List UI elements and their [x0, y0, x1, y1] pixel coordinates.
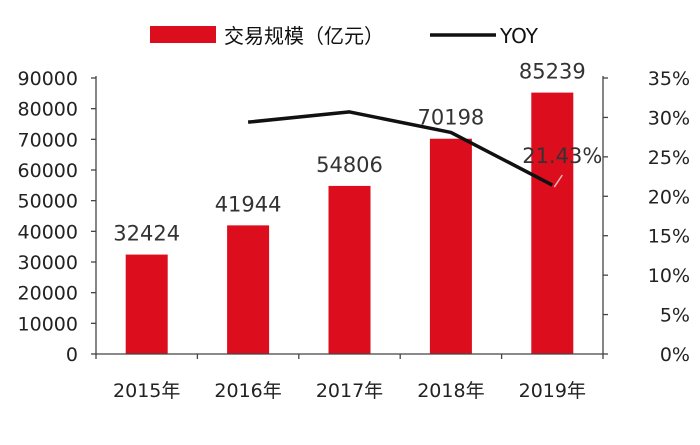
bar-2016年 — [227, 225, 270, 354]
bar-data-label: 85239 — [519, 60, 586, 84]
data-labels: 32424 41944 54806 70198 85239 21.43% — [113, 60, 602, 246]
bar-2018年 — [429, 138, 472, 354]
y-right-tick-label: 30% — [648, 107, 690, 129]
line-data-label-leader — [553, 174, 563, 188]
y-left-tick-label: 70000 — [18, 129, 78, 151]
y-left-tick-label: 20000 — [18, 283, 78, 305]
bar-data-label: 41944 — [215, 192, 282, 216]
y-right-tick-label: 10% — [648, 265, 690, 287]
x-tick-label: 2016年 — [214, 380, 281, 402]
x-tick-label: 2019年 — [519, 380, 586, 402]
y-right-tick-label: 25% — [648, 147, 690, 169]
y-left-tick-label: 10000 — [18, 313, 78, 335]
y-left-tick-label: 90000 — [18, 68, 78, 90]
y-right-tick-label: 0% — [660, 344, 690, 366]
x-tick-label: 2018年 — [417, 380, 484, 402]
bar-series — [125, 92, 574, 354]
y-right-tick-label: 15% — [648, 226, 690, 248]
bar-2019年 — [531, 92, 574, 354]
bar-data-label: 54806 — [316, 153, 383, 177]
yoy-line — [247, 110, 554, 187]
bar-data-label: 70198 — [417, 106, 484, 130]
bar-2015年 — [125, 254, 168, 354]
y-left-tick-label: 60000 — [18, 160, 78, 182]
line-data-label: 21.43% — [522, 144, 602, 168]
legend-label-line: YOY — [499, 24, 539, 48]
y-left-tick-label: 30000 — [18, 252, 78, 274]
y-left-tick-label: 50000 — [18, 191, 78, 213]
y-right-tick-label: 35% — [648, 68, 690, 90]
y-left-tick-label: 80000 — [18, 99, 78, 121]
legend-swatch-bar — [150, 26, 216, 43]
y-right-tick-label: 20% — [648, 186, 690, 208]
bar-2017年 — [328, 185, 371, 354]
x-tick-label: 2015年 — [113, 380, 180, 402]
bar-data-label: 32424 — [113, 222, 180, 246]
axes: 0 10000 20000 30000 40000 50000 60000 70000 8000… — [18, 68, 690, 402]
x-tick-label: 2017年 — [316, 380, 383, 402]
y-right-tick-label: 5% — [660, 305, 690, 327]
line-series — [247, 110, 554, 187]
legend-label-bar: 交易规模（亿元） — [224, 24, 384, 48]
y-left-tick-label: 0 — [66, 344, 78, 366]
legend: 交易规模（亿元） YOY — [150, 24, 539, 48]
y-left-tick-label: 40000 — [18, 221, 78, 243]
